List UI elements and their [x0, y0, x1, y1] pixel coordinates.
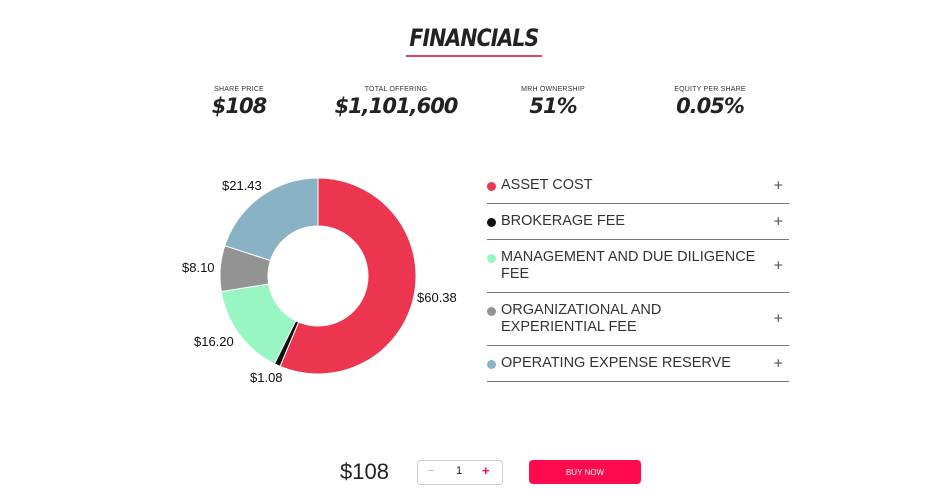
slice-label: $8.10 — [182, 260, 215, 275]
legend-label: MANAGEMENT AND DUE DILIGENCE FEE — [501, 249, 756, 282]
buy-now-button[interactable]: BUY NOW — [529, 460, 641, 484]
quantity-stepper[interactable]: − 1 + — [417, 460, 503, 485]
legend-label: BROKERAGE FEE — [501, 213, 626, 229]
legend-item[interactable]: BROKERAGE FEE + — [487, 204, 789, 240]
donut-slice — [279, 177, 417, 375]
increase-button[interactable]: + — [482, 463, 490, 478]
legend-dot — [487, 182, 496, 191]
legend-item[interactable]: OPERATING EXPENSE RESERVE + — [487, 346, 789, 382]
slice-label: $60.38 — [417, 290, 457, 305]
slice-label: $16.20 — [194, 334, 234, 349]
section-title: FINANCIALS — [0, 24, 948, 57]
decrease-button[interactable]: − — [428, 465, 435, 477]
fee-legend: ASSET COST + BROKERAGE FEE + MANAGEMENT AND … — [487, 168, 789, 382]
legend-item[interactable]: ORGANIZATIONAL AND EXPERIENTIAL FEE + — [487, 293, 789, 346]
stat-total-offering: TOTAL OFFERING $1,101,600 — [334, 86, 459, 118]
slice-label: $1.08 — [250, 370, 283, 385]
legend-item[interactable]: MANAGEMENT AND DUE DILIGENCE FEE + — [487, 240, 789, 293]
donut-slice — [224, 177, 319, 262]
stat-equity-per-share: EQUITY PER SHARE 0.05% — [674, 86, 746, 118]
stat-mrh-ownership: MRH OWNERSHIP 51% — [521, 86, 585, 118]
legend-label: OPERATING EXPENSE RESERVE — [501, 355, 731, 371]
legend-dot — [487, 218, 496, 227]
legend-dot — [487, 307, 496, 316]
legend-label: ORGANIZATIONAL AND EXPERIENTIAL FEE — [501, 302, 662, 335]
expand-icon[interactable]: + — [773, 257, 783, 275]
legend-dot — [487, 254, 496, 263]
expand-icon[interactable]: + — [773, 177, 783, 194]
quantity-value[interactable]: 1 — [456, 465, 463, 477]
legend-item[interactable]: ASSET COST + — [487, 168, 789, 204]
legend-dot — [487, 360, 496, 369]
expand-icon[interactable]: + — [773, 310, 783, 328]
stat-share-price: SHARE PRICE $108 — [211, 86, 267, 118]
slice-label: $21.43 — [222, 178, 262, 193]
unit-price: $108 — [340, 459, 389, 484]
expand-icon[interactable]: + — [773, 213, 783, 230]
legend-label: ASSET COST — [501, 177, 593, 193]
expand-icon[interactable]: + — [773, 355, 783, 372]
